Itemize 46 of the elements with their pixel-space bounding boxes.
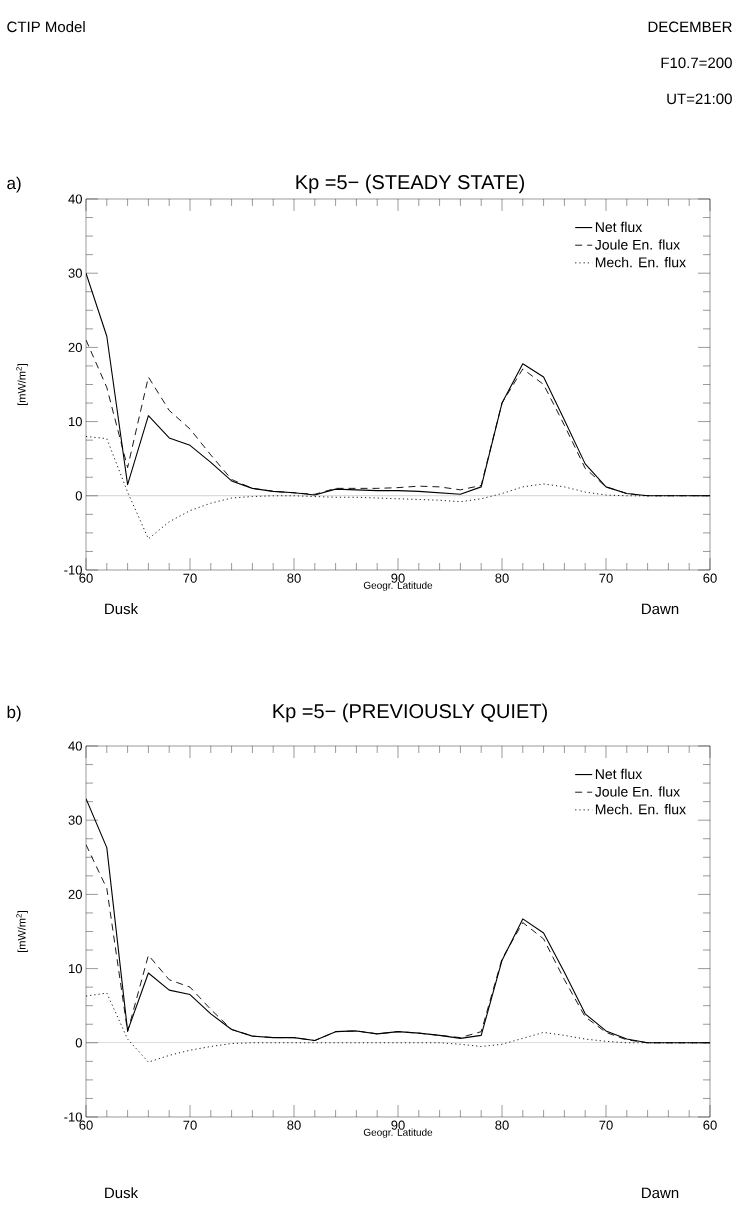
- text: Dusk: [105, 1187, 139, 1199]
- x-tick-label: 60: [703, 1120, 717, 1130]
- legend-label: Joule En. flux: [595, 786, 680, 797]
- legend-label: Joule En. flux: [595, 239, 680, 250]
- x-tick-label: 80: [287, 1120, 301, 1130]
- y-tick-label: 40: [68, 194, 82, 204]
- y-axis-title: [mW/m$^{2}$]: [16, 910, 28, 953]
- text: Dawn: [642, 603, 679, 615]
- text: UT=21:00: [667, 93, 732, 105]
- text: b): [7, 705, 21, 722]
- y-axis-title: [mW/m$^{2}$]: [16, 363, 28, 406]
- y-tick-label: 10: [68, 416, 82, 427]
- x-tick-label: 60: [79, 573, 93, 583]
- x-tick-label: 80: [495, 1120, 509, 1130]
- legend-label: Net flux: [595, 221, 643, 233]
- y-tick-label: 40: [68, 741, 82, 751]
- x-tick-label: 70: [599, 1120, 613, 1130]
- x-tick-label: 80: [495, 573, 509, 583]
- x-tick-label: 90: [391, 573, 405, 583]
- y-tick-label: 20: [68, 342, 82, 352]
- x-tick-label: 60: [703, 573, 717, 583]
- text: Dusk: [105, 603, 139, 615]
- text: Dawn: [642, 1187, 679, 1199]
- text: DECEMBER: [648, 21, 732, 33]
- x-tick-label: 80: [287, 573, 301, 583]
- legend-label: Mech. En. flux: [595, 804, 686, 815]
- x-tick-label: 70: [183, 573, 197, 583]
- y-tick-label: 30: [68, 815, 82, 825]
- y-tick-label: 0: [75, 491, 82, 501]
- text: a): [7, 176, 21, 193]
- y-tick-label: -10: [64, 565, 82, 575]
- chart-title: Kp =5− (PREVIOUSLY QUIET): [273, 703, 547, 723]
- legend-label: Mech. En. flux: [595, 257, 686, 268]
- y-tick-label: 10: [68, 963, 82, 974]
- chart-title: Kp =5− (STEADY STATE): [296, 174, 525, 194]
- x-tick-label: 70: [183, 1120, 197, 1130]
- y-tick-label: 20: [68, 889, 82, 899]
- x-tick-label: 70: [599, 573, 613, 583]
- x-tick-label: 60: [79, 1120, 93, 1130]
- legend-label: Net flux: [595, 768, 643, 780]
- y-tick-label: 30: [68, 268, 82, 278]
- y-tick-label: -10: [64, 1112, 82, 1122]
- text: CTIP Model: [7, 21, 85, 33]
- y-tick-label: 0: [75, 1038, 82, 1048]
- x-tick-label: 90: [391, 1120, 405, 1130]
- text: F10.7=200: [661, 57, 732, 69]
